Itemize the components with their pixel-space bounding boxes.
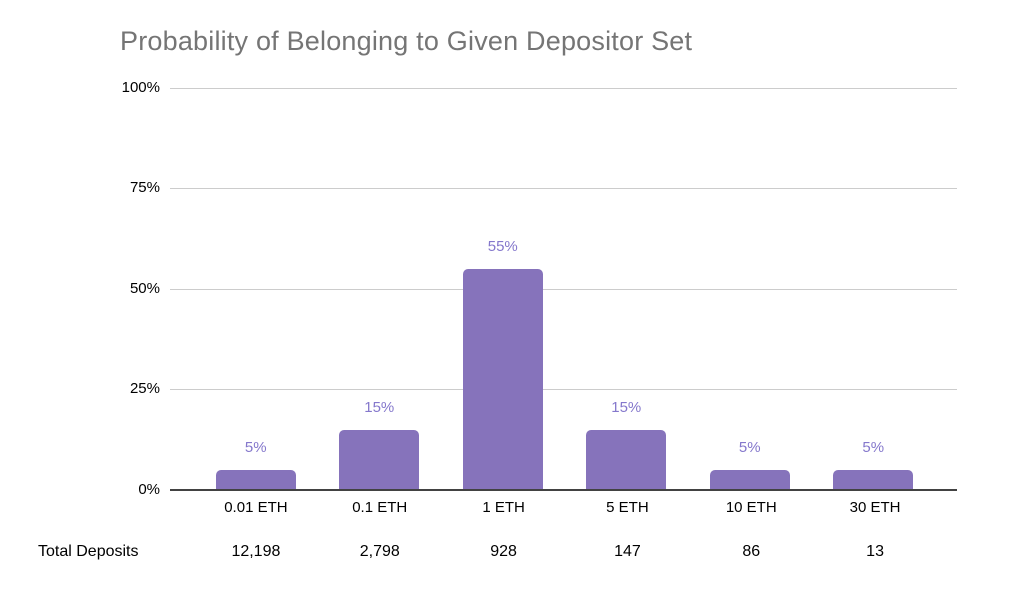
x-axis-label-1-eth: 1 ETH (482, 499, 525, 516)
gridline-50 (170, 289, 957, 290)
bar-value-label: 5% (862, 438, 885, 456)
y-axis-tick-0: 0% (138, 481, 160, 498)
y-axis-tick-75: 75% (129, 179, 160, 196)
bar-5-eth (586, 429, 667, 490)
bar-slot-10-eth: 5% (688, 88, 812, 490)
x-axis-label-10-eth: 10 ETH (725, 499, 777, 516)
bar-1-eth (462, 268, 543, 490)
total-deposits-value: 928 (490, 543, 517, 560)
x-axis-label-0.01-eth: 0.01 ETH (224, 499, 288, 516)
bar-slot-0.01-eth: 5% (194, 88, 318, 490)
bar-10-eth (709, 469, 790, 490)
bar-value-label: 5% (244, 438, 267, 456)
bar-value-label: 15% (611, 398, 642, 416)
y-axis-tick-50: 50% (129, 280, 160, 297)
total-deposits-value: 12,198 (231, 543, 281, 560)
bar-0.1-eth (339, 429, 420, 490)
bar-value-label: 15% (364, 398, 395, 416)
total-deposits-value: 86 (742, 543, 761, 560)
y-axis-tick-100: 100% (121, 79, 160, 96)
x-axis-label-0.1-eth: 0.1 ETH (352, 499, 408, 516)
gridline-100 (170, 88, 957, 89)
total-deposits-value: 147 (614, 543, 641, 560)
total-deposits-label: Total Deposits (38, 543, 139, 560)
x-axis-label-30-eth: 30 ETH (849, 499, 901, 516)
x-axis-labels: 0.01 ETH 0.1 ETH 1 ETH 5 ETH 10 ETH 30 E… (194, 499, 937, 516)
bar-slot-5-eth: 15% (565, 88, 689, 490)
total-deposits-value: 13 (866, 543, 884, 560)
y-axis-tick-25: 25% (129, 380, 160, 397)
bar-slot-1-eth: 55% (441, 88, 565, 490)
x-axis-label-5-eth: 5 ETH (606, 499, 649, 516)
bar-slot-30-eth: 5% (812, 88, 936, 490)
plot-area: 5% 15% 55% 15% 5% 5% (170, 88, 957, 491)
bars-row: 5% 15% 55% 15% 5% 5% (194, 88, 935, 490)
bar-value-label: 5% (738, 438, 761, 456)
bar-slot-0.1-eth: 15% (318, 88, 442, 490)
x-axis-line (170, 489, 957, 491)
bar-0.01-eth (215, 469, 296, 490)
bar-30-eth (833, 469, 914, 490)
gridline-75 (170, 188, 957, 189)
bar-value-label: 55% (487, 237, 518, 255)
total-deposits-value: 2,798 (359, 543, 400, 560)
gridline-25 (170, 389, 957, 390)
chart-title: Probability of Belonging to Given Deposi… (120, 26, 693, 56)
total-deposits-values: 12,198 2,798 928 147 86 13 (194, 543, 937, 561)
